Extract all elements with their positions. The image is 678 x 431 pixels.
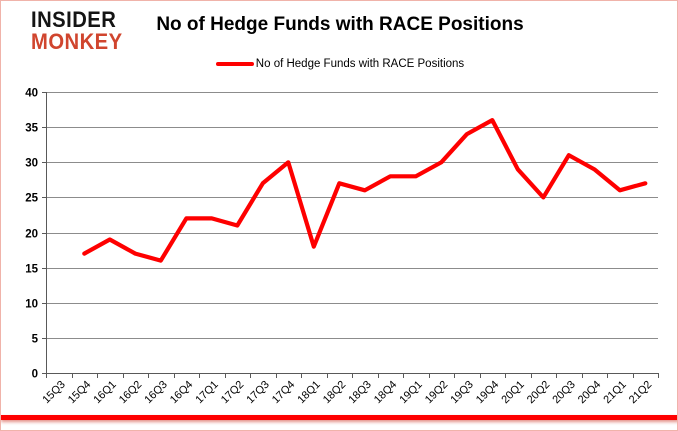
- x-tick-label: 17Q2: [219, 379, 247, 407]
- x-tick-label: 15Q4: [66, 379, 94, 407]
- legend-line-swatch: [215, 62, 254, 66]
- series-line: [82, 118, 648, 263]
- y-tick-label: 10: [25, 299, 38, 311]
- x-tick-label: 18Q2: [321, 379, 349, 407]
- insider-monkey-logo: INSIDER MONKEY: [31, 9, 131, 53]
- x-tick-label: 19Q2: [423, 379, 451, 407]
- x-tick-label: 19Q4: [474, 379, 502, 407]
- y-tick-label: 5: [32, 334, 39, 346]
- x-tick-label: 20Q4: [576, 379, 604, 407]
- x-tick-label: 16Q3: [142, 379, 170, 407]
- x-tick-label: 21Q1: [601, 379, 629, 407]
- x-tick-label: 16Q4: [168, 379, 196, 407]
- y-tick-label: 15: [25, 264, 38, 276]
- y-tick-label: 0: [32, 369, 38, 381]
- y-tick-label: 40: [25, 88, 38, 100]
- x-tick-label: 20Q1: [499, 379, 527, 407]
- x-tick-label: 18Q4: [372, 379, 400, 407]
- y-tick-label: 25: [25, 193, 38, 205]
- x-tick-label: 16Q1: [91, 379, 119, 407]
- legend: No of Hedge Funds with RACE Positions: [1, 58, 677, 70]
- legend-label: No of Hedge Funds with RACE Positions: [255, 58, 465, 70]
- x-tick-label: 17Q1: [193, 379, 221, 407]
- y-tick-label: 35: [25, 123, 38, 135]
- x-tick-label: 15Q3: [40, 379, 68, 407]
- y-tick-label: 30: [25, 158, 38, 170]
- logo-line-insider: INSIDER: [31, 7, 117, 32]
- x-tick-label: 16Q2: [117, 379, 145, 407]
- x-tick-label: 18Q3: [346, 379, 374, 407]
- logo-line-monkey: MONKEY: [31, 29, 123, 54]
- x-tick-label: 18Q1: [295, 379, 323, 407]
- x-tick-label: 21Q2: [627, 379, 655, 407]
- x-tick-label: 17Q4: [270, 379, 298, 407]
- x-tick-label: 20Q3: [550, 379, 578, 407]
- x-tick-label: 17Q3: [244, 379, 272, 407]
- bottom-red-rule: [1, 415, 677, 420]
- x-tick-label: 19Q1: [397, 379, 425, 407]
- chart-title: No of Hedge Funds with RACE Positions: [156, 14, 524, 35]
- x-tick-label: 20Q2: [525, 379, 553, 407]
- line-chart: 0 5 10 15 20 25 30 35 40 15Q315Q416Q116Q216Q316Q4…: [25, 88, 659, 407]
- y-tick-label: 20: [25, 229, 38, 241]
- x-tick-label: 19Q3: [448, 379, 476, 407]
